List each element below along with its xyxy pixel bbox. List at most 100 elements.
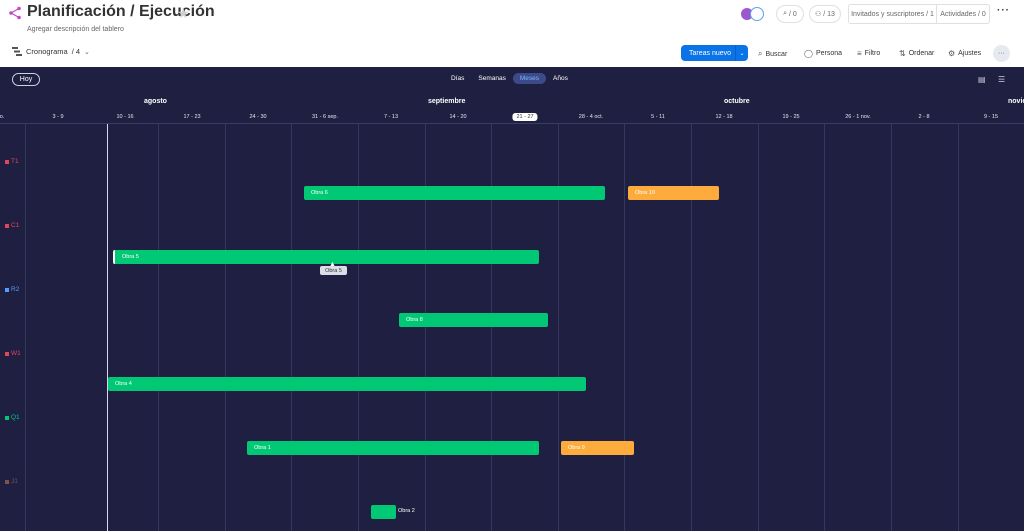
sort-icon: ⇅	[899, 49, 906, 58]
timeline-item-bar[interactable]: Obra 8	[399, 313, 548, 327]
item-label: Obra 10	[635, 190, 655, 196]
group-label-q1[interactable]: Q1	[5, 414, 20, 421]
item-label: Obra 5	[122, 254, 139, 260]
person-label: Persona	[815, 50, 843, 57]
timeline-item-bar[interactable]	[371, 505, 396, 519]
week-label-current: 21 - 27	[512, 113, 538, 121]
group-color-dot	[5, 479, 9, 484]
week-gridline	[624, 124, 625, 531]
item-label: Obra 8	[406, 317, 423, 323]
item-label: Obra 6	[311, 190, 328, 196]
group-label-r2[interactable]: R2	[5, 286, 19, 293]
board-description[interactable]: Agregar descripción del tablero	[27, 26, 124, 33]
scale-tabs: Días Semanas Meses Años	[444, 73, 575, 84]
week-label: 9 - 15	[983, 114, 999, 120]
invited-button[interactable]: Invitados y suscriptores / 1	[848, 4, 937, 24]
group-label-t1[interactable]: T1	[5, 158, 19, 165]
cursor-icon: ▲	[329, 261, 336, 268]
integrations-count: / 13	[823, 10, 835, 18]
integrations-button[interactable]: ⚇ / 13	[809, 5, 841, 23]
week-gridline	[158, 124, 159, 531]
timeline-item-bar[interactable]: Obra 10	[628, 186, 719, 200]
tab-weeks[interactable]: Semanas	[478, 75, 506, 82]
timeline-icon	[12, 47, 22, 56]
settings-button[interactable]: ⚙ Ajustes	[948, 49, 981, 58]
timeline-item-bar[interactable]: Obra 9	[561, 441, 634, 455]
new-item-button[interactable]: Tareas nuevo ⌄	[681, 45, 748, 61]
view-name: Cronograma	[26, 47, 68, 56]
sort-button[interactable]: ⇅ Ordenar	[899, 49, 934, 58]
week-gridline	[358, 124, 359, 531]
week-label: 14 - 20	[449, 114, 467, 120]
timeline-item-bar[interactable]: Obra 4	[108, 377, 586, 391]
week-gridline	[25, 124, 26, 531]
group-name: C1	[11, 222, 20, 229]
week-label: 10 - 16	[116, 114, 134, 120]
group-label-c1[interactable]: C1	[5, 222, 19, 229]
view-selector[interactable]: Cronograma / 4 ⌄	[12, 47, 90, 56]
view-count: / 4	[71, 47, 81, 56]
week-label: 24 - 30	[249, 114, 267, 120]
timeline-item-bar[interactable]: Obra 6	[304, 186, 605, 200]
filter-label: Filtro	[864, 50, 881, 57]
week-label: 28 - 4 oct.	[578, 114, 604, 120]
today-line	[107, 124, 108, 531]
week-gridline	[425, 124, 426, 531]
week-gridline	[225, 124, 226, 531]
tab-months[interactable]: Meses	[512, 73, 546, 84]
group-name: T1	[11, 158, 19, 165]
tab-days[interactable]: Días	[451, 75, 465, 82]
chevron-down-icon[interactable]: ⌄	[739, 50, 745, 57]
group-name: R2	[11, 286, 20, 293]
timeline-item-bar[interactable]: Obra 1	[247, 441, 539, 455]
group-name: Q1	[11, 414, 20, 421]
week-label: 3 - 9	[52, 114, 64, 120]
board-title[interactable]: Planificación / Ejecución	[27, 3, 215, 20]
search-button[interactable]: ⌕ Buscar	[758, 49, 787, 59]
activity-button[interactable]: Actividades / 0	[937, 4, 990, 24]
month-label: novie	[1008, 98, 1024, 105]
board-members[interactable]	[740, 7, 768, 21]
search-icon: ⌕	[783, 10, 790, 17]
week-gridline	[491, 124, 492, 531]
week-gridline	[891, 124, 892, 531]
group-label-j1[interactable]: J1	[5, 478, 18, 485]
week-gridline	[291, 124, 292, 531]
board-header: Planificación / Ejecución ★ Agregar desc…	[0, 0, 1024, 67]
share-icon[interactable]	[8, 6, 22, 20]
timeline-item-bar-selected[interactable]: Obra 5	[113, 250, 539, 264]
more-icon[interactable]: ···	[997, 5, 1010, 16]
week-label: 2 - 8	[918, 114, 930, 120]
week-label: 19 - 25	[782, 114, 800, 120]
group-name: J1	[11, 478, 18, 485]
week-gridline	[691, 124, 692, 531]
tab-years[interactable]: Años	[553, 75, 568, 82]
week-label: 17 - 23	[183, 114, 201, 120]
group-color-dot	[5, 351, 9, 356]
week-label: 7 - 13	[383, 114, 399, 120]
month-label: octubre	[724, 98, 750, 105]
group-label-w1[interactable]: W1	[5, 350, 21, 357]
sort-label: Ordenar	[908, 50, 935, 57]
search-icon: ⌕	[758, 49, 763, 58]
settings-label: Ajustes	[958, 50, 982, 57]
new-item-label: Tareas nuevo	[689, 49, 732, 57]
person-button[interactable]: ◯ Persona	[804, 49, 842, 58]
integrations-icon: ⚇	[815, 11, 824, 18]
week-gridline	[558, 124, 559, 531]
export-icon[interactable]: ▤	[978, 75, 986, 84]
week-gridline	[958, 124, 959, 531]
header-divider	[0, 123, 1024, 124]
today-button[interactable]: Hoy	[12, 73, 40, 86]
more-icon: ···	[998, 50, 1005, 57]
updates-button[interactable]: ⌕ / 0	[776, 5, 804, 23]
filter-button[interactable]: ≡ Filtro	[857, 49, 880, 58]
item-tooltip: Obra 5	[320, 266, 347, 275]
updates-count: / 0	[789, 10, 797, 18]
week-label: 12 - 18	[715, 114, 733, 120]
week-label: 31 - 6 sep.	[312, 114, 338, 120]
more-actions-button[interactable]: ···	[993, 45, 1010, 62]
collapse-icon[interactable]: ☰	[998, 75, 1006, 84]
week-label: o.	[0, 114, 5, 120]
star-icon[interactable]: ★	[177, 5, 190, 21]
